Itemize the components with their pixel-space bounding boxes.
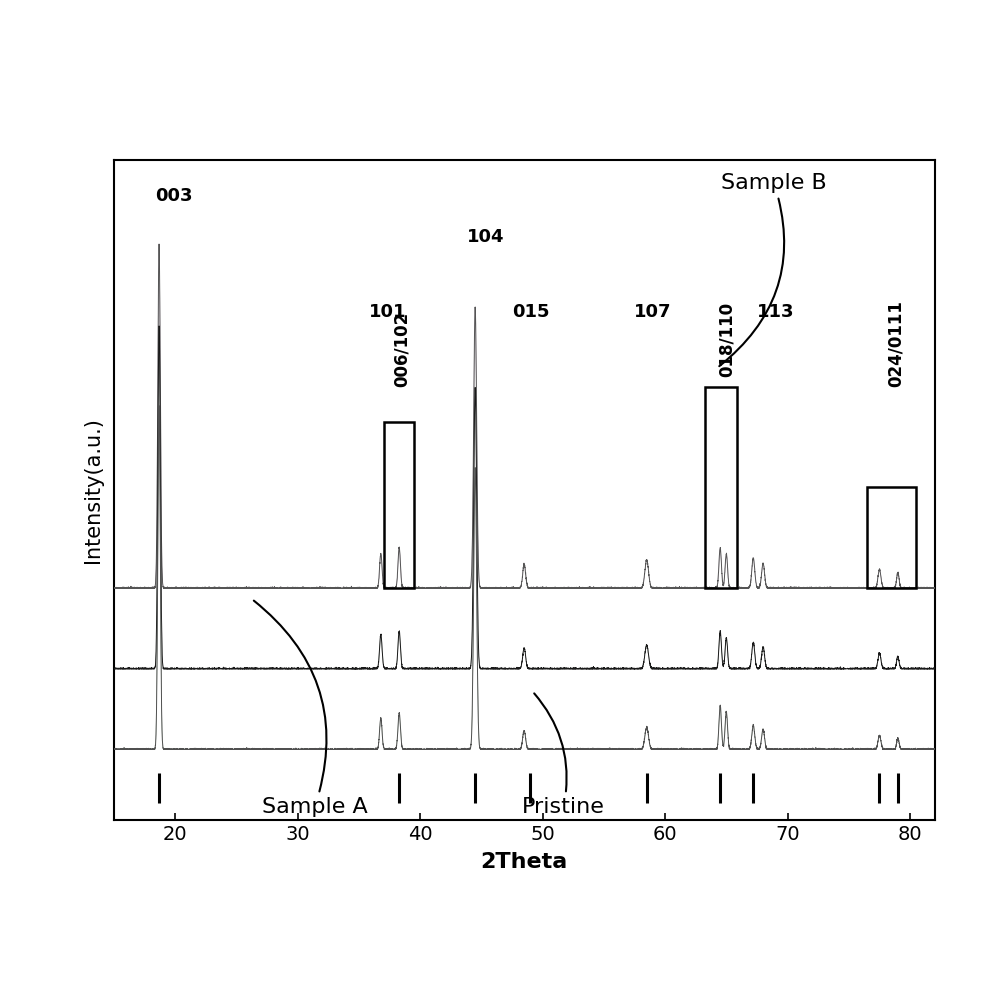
Text: Pristine: Pristine (522, 693, 605, 817)
Text: 015: 015 (512, 303, 550, 321)
Text: 101: 101 (369, 303, 406, 321)
Text: 104: 104 (467, 228, 504, 246)
Bar (385, 422, 414, 588)
Text: Sample B: Sample B (719, 173, 827, 366)
Text: Sample A: Sample A (254, 601, 368, 817)
Text: 003: 003 (155, 187, 193, 205)
Text: 113: 113 (757, 303, 794, 321)
X-axis label: 2Theta: 2Theta (481, 852, 568, 872)
Text: 006/102: 006/102 (393, 311, 410, 387)
Bar (705, 387, 738, 588)
Text: 018/110: 018/110 (717, 302, 736, 377)
Y-axis label: Intensity(a.u.): Intensity(a.u.) (83, 417, 103, 563)
Bar (867, 487, 916, 588)
Text: 107: 107 (634, 303, 672, 321)
Text: 024/0111: 024/0111 (886, 300, 904, 387)
